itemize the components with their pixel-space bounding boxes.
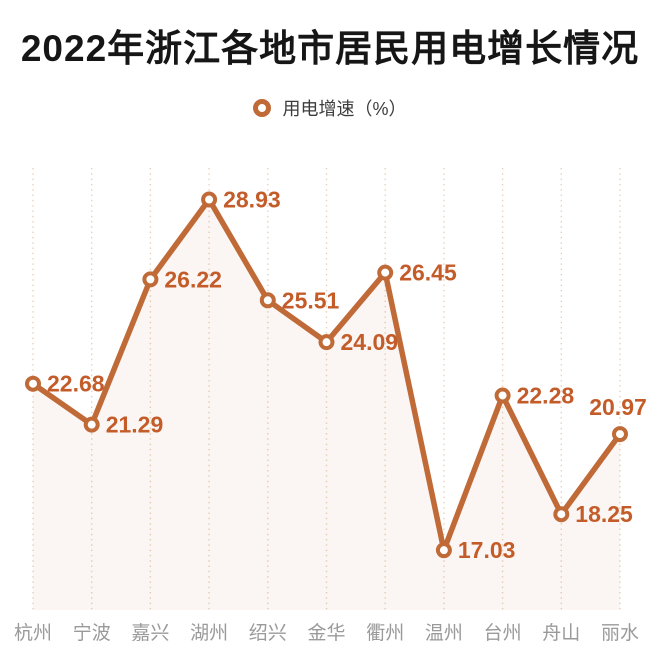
x-axis-label: 衢州 (366, 622, 404, 644)
data-point-label: 26.45 (399, 260, 457, 286)
data-point-marker[interactable] (494, 387, 511, 404)
legend[interactable]: 用电增速（%） (0, 95, 660, 121)
data-point-marker[interactable] (435, 542, 452, 559)
x-axis-label: 丽水 (601, 622, 639, 644)
data-point-label: 22.28 (517, 382, 575, 408)
x-axis-label: 舟山 (542, 622, 580, 644)
data-point-label: 21.29 (106, 412, 164, 438)
data-point-label: 24.09 (341, 329, 399, 355)
data-point-marker[interactable] (259, 292, 276, 309)
data-point-marker[interactable] (377, 264, 394, 281)
data-point-marker[interactable] (318, 334, 335, 351)
data-point-marker[interactable] (201, 191, 218, 208)
data-point-label: 26.22 (164, 266, 222, 292)
data-point-label: 25.51 (282, 287, 340, 313)
chart-title: 2022年浙江各地市居民用电增长情况 (20, 28, 640, 69)
data-point-marker[interactable] (553, 506, 570, 523)
data-point-marker[interactable] (83, 416, 100, 433)
x-axis-label: 金华 (307, 622, 345, 644)
data-point-marker[interactable] (25, 375, 41, 392)
data-point-label: 18.25 (575, 501, 633, 527)
area-fill (33, 199, 620, 610)
data-point-marker[interactable] (142, 271, 159, 288)
data-point-label: 17.03 (458, 537, 516, 563)
data-point-label: 20.97 (589, 394, 647, 420)
data-point-label: 22.68 (47, 371, 105, 397)
x-axis-label: 嘉兴 (131, 622, 169, 644)
x-axis-label: 温州 (425, 622, 463, 644)
x-axis-label: 绍兴 (249, 622, 287, 644)
legend-label: 用电增速（%） (282, 99, 407, 119)
x-axis-label: 台州 (484, 622, 522, 644)
x-axis-label: 宁波 (73, 622, 111, 644)
x-axis-label: 湖州 (190, 622, 228, 644)
data-point-marker[interactable] (612, 426, 628, 443)
data-point-label: 28.93 (223, 187, 281, 213)
x-axis-label: 杭州 (14, 622, 52, 644)
legend-ring-icon (253, 99, 272, 117)
